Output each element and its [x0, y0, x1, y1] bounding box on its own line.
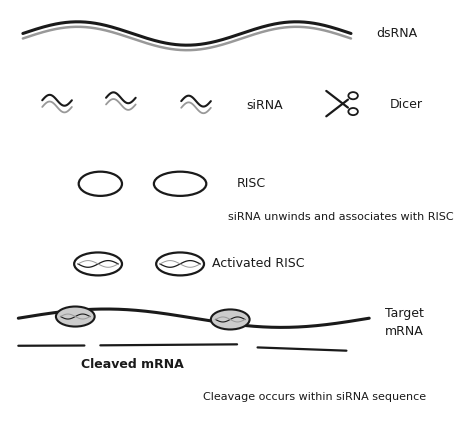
Text: Target
mRNA: Target mRNA — [385, 307, 424, 338]
Text: Cleavage occurs within siRNA sequence: Cleavage occurs within siRNA sequence — [203, 391, 426, 402]
Text: siRNA: siRNA — [246, 99, 283, 112]
Text: RISC: RISC — [237, 177, 266, 190]
Ellipse shape — [56, 307, 95, 327]
Ellipse shape — [211, 309, 250, 329]
Text: dsRNA: dsRNA — [376, 27, 417, 40]
Text: Dicer: Dicer — [390, 98, 423, 111]
Text: Activated RISC: Activated RISC — [212, 257, 305, 271]
Text: siRNA unwinds and associates with RISC: siRNA unwinds and associates with RISC — [228, 212, 453, 222]
Text: Cleaved mRNA: Cleaved mRNA — [81, 358, 184, 371]
